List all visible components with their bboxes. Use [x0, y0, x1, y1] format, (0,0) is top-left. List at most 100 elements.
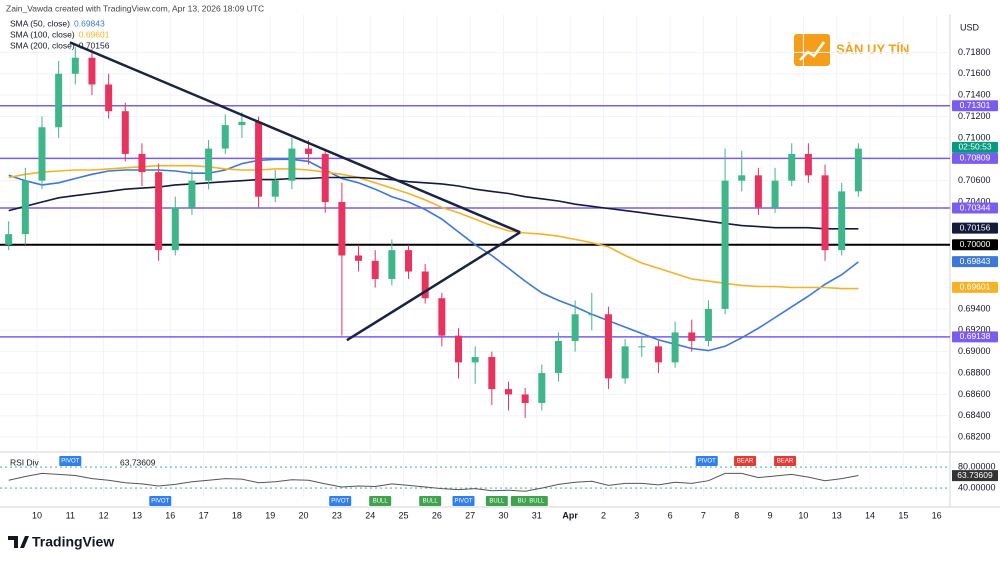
logo: SÀN UY TÍN: [794, 34, 909, 66]
footer: TradingView: [32, 534, 114, 550]
candle-body: [654, 346, 662, 363]
candle-body: [388, 250, 396, 279]
signal-label: PIVOT: [698, 459, 716, 465]
candle-body: [5, 234, 13, 245]
signal-label: BULL: [489, 499, 505, 505]
candle-body: [121, 111, 129, 154]
x-tick-label: 8: [734, 510, 739, 520]
x-tick-label: 6: [668, 510, 673, 520]
x-tick-label: 16: [165, 510, 175, 520]
x-tick-label: 11: [66, 510, 75, 520]
level-badge-text: 0.69138: [960, 331, 991, 341]
sma-badge-text: 0.69843: [960, 256, 991, 266]
signal-label: BULL: [373, 499, 389, 505]
candle-body: [88, 57, 96, 85]
x-tick-label: 20: [299, 510, 309, 520]
legend-name: SMA (100, close): [10, 29, 75, 39]
x-tick-label: 9: [768, 510, 773, 520]
y-tick-label: 0.68200: [958, 432, 991, 442]
candle-body: [71, 57, 79, 74]
candle-body: [671, 332, 679, 363]
sma-line: [8, 164, 859, 290]
candle-body: [138, 153, 146, 173]
header: Zain_Vawda created with TradingView.com,…: [6, 3, 264, 13]
candle-body: [155, 172, 163, 251]
x-tick-label: 31: [532, 510, 542, 520]
candle-body: [504, 389, 512, 395]
rsi-line: [8, 472, 859, 492]
candle-body: [355, 255, 363, 261]
level-badge: [952, 239, 998, 251]
candle-body: [721, 180, 729, 309]
legend-name: SMA (50, close): [10, 18, 70, 28]
level-badge-text: 0.70000: [960, 239, 991, 249]
candle-body: [38, 127, 46, 181]
y-tick-label: 0.71600: [958, 68, 991, 78]
y-tick-label: 0.68400: [958, 410, 991, 420]
y-tick-label: 0.70600: [958, 175, 991, 185]
candle-body: [188, 180, 196, 208]
signal-label: BEAR: [777, 459, 794, 465]
candle-body: [754, 175, 762, 208]
candle-body: [105, 84, 113, 112]
candle-body: [171, 207, 179, 251]
x-tick-label: 10: [798, 510, 808, 520]
sma-badge: [952, 256, 998, 268]
rsi-tick-label: 40.00000: [958, 482, 996, 492]
sma-line: [8, 158, 859, 352]
y-tick-label: 0.70400: [958, 196, 991, 206]
sma-badge-text: 0.70156: [960, 222, 991, 232]
x-tick-label: 16: [932, 510, 942, 520]
x-tick-label: 24: [365, 510, 375, 520]
logo-icon: [799, 41, 826, 61]
signal-tag: [369, 496, 392, 506]
x-tick-label: 18: [232, 510, 242, 520]
sma-badge: [952, 222, 998, 234]
signal-label: PIVOT: [151, 499, 169, 505]
level-badge: [952, 331, 998, 343]
legend-name: SMA (200, close): [10, 40, 75, 50]
signal-label: PIVOT: [331, 499, 349, 505]
x-tick-label: 27: [465, 510, 475, 520]
candle-body: [804, 153, 812, 176]
candle-body: [638, 346, 646, 348]
countdown-badge: [952, 141, 998, 153]
trendline: [69, 41, 521, 234]
signal-tag: [419, 496, 442, 506]
legend-value: 0.70156: [79, 40, 110, 50]
signal-label: PIVOT: [454, 499, 472, 505]
y-tick-label: 0.68600: [958, 389, 991, 399]
x-tick-label: 7: [701, 510, 706, 520]
signal-tag: [149, 496, 172, 506]
level-badge-text: 0.70809: [960, 153, 991, 163]
candle-body: [588, 314, 596, 316]
x-tick-label: 13: [832, 510, 842, 520]
candle-body: [738, 175, 746, 181]
rsi-value: 63.73609: [120, 457, 156, 467]
candle-body: [455, 335, 463, 363]
candle-body: [221, 125, 229, 149]
x-tick-label: 3: [634, 510, 639, 520]
candle-body: [604, 314, 612, 379]
level-badge-text: 0.71301: [960, 100, 991, 110]
level-badge-text: 0.70344: [960, 202, 991, 212]
x-tick-label: 19: [265, 510, 275, 520]
candle-body: [421, 271, 429, 299]
tv-icon: [8, 536, 29, 548]
x-tick-label: 23: [332, 510, 342, 520]
signal-label: BU: [518, 499, 526, 505]
signal-label: PIVOT: [61, 459, 79, 465]
y-tick-label: 0.71000: [958, 132, 991, 142]
candle-body: [271, 180, 279, 197]
x-tick-label: 30: [498, 510, 508, 520]
rsi-tick-label: 80.00000: [958, 461, 996, 471]
signal-tag: [525, 496, 548, 506]
level-badge: [952, 152, 998, 164]
candle-body: [521, 394, 529, 403]
x-tick-label: 26: [432, 510, 442, 520]
candle-body: [238, 121, 246, 126]
signal-tag: [695, 456, 718, 466]
candle-body: [305, 148, 313, 154]
legend-value: 0.69601: [79, 29, 110, 39]
